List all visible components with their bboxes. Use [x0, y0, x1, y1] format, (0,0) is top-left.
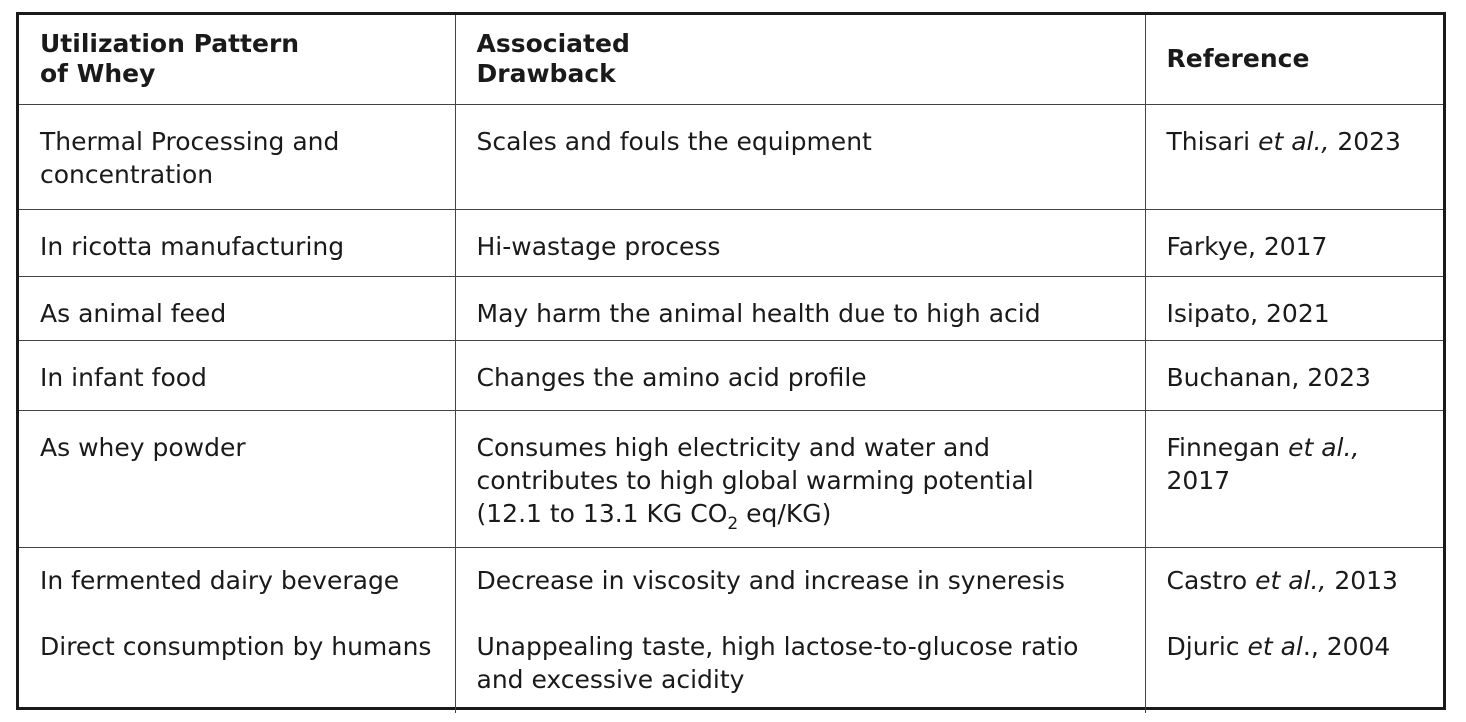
table-row: As animal feed May harm the animal healt…: [19, 275, 1443, 341]
formula-subscript: 2: [727, 513, 739, 534]
header-reference: Reference: [1144, 15, 1443, 105]
drawback-text: Scales and fouls the equipment: [476, 126, 872, 156]
formula-pre: (12.1 to 13.1 KG CO: [476, 498, 728, 528]
table-row: In ricotta manufacturing Hi-wastage proc…: [19, 208, 1443, 277]
ref-author: Castro: [1166, 565, 1248, 595]
drawback-text: May harm the animal health due to high a…: [476, 298, 1041, 328]
drawback-text: Unappealing taste, high lactose-to-gluco…: [476, 631, 1079, 694]
ref-text: Isipato, 2021: [1166, 298, 1330, 328]
table-row: As whey powder Consumes high electricity…: [19, 409, 1443, 548]
header-row: Utilization Pattern of Whey Associated D…: [19, 15, 1443, 105]
ref-etal: et al.,: [1258, 126, 1330, 156]
ref-year: 2023: [1337, 126, 1401, 156]
formula-post: eq/KG): [738, 498, 832, 528]
drawback-formula: (12.1 to 13.1 KG CO2 eq/KG): [476, 498, 832, 534]
ref-year: 2017: [1166, 465, 1231, 495]
drawback-text: Changes the amino acid profile: [476, 362, 867, 392]
cell-pattern: In infant food: [19, 339, 456, 411]
pattern-text: In infant food: [40, 362, 207, 392]
header-text-line-1: Utilization Pattern: [40, 29, 300, 58]
drawback-text: Decrease in viscosity and increase in sy…: [476, 565, 1065, 595]
header-text-line-1: Associated: [476, 29, 630, 58]
cell-drawback: Hi-wastage process: [454, 208, 1146, 277]
ref-author: Thisari: [1166, 126, 1251, 156]
cell-drawback: Decrease in viscosity and increase in sy…: [454, 546, 1146, 713]
cell-pattern: In fermented dairy beverage Direct consu…: [19, 546, 456, 713]
whey-utilization-table: Utilization Pattern of Whey Associated D…: [16, 12, 1446, 713]
cell-pattern: Thermal Processing and concentration: [19, 103, 456, 210]
pattern-text: Direct consumption by humans: [40, 631, 432, 661]
ref-author: Finnegan: [1166, 432, 1281, 462]
ref-year: ., 2004: [1302, 631, 1391, 661]
header-associated-drawback: Associated Drawback: [454, 15, 1146, 105]
cell-reference: Finnegan et al., 2017: [1144, 409, 1443, 548]
pattern-text: In fermented dairy beverage: [40, 565, 400, 595]
ref-etal: et al: [1247, 631, 1303, 661]
cell-reference: Farkye, 2017: [1144, 208, 1443, 277]
cell-reference: Isipato, 2021: [1144, 275, 1443, 341]
pattern-text: In ricotta manufacturing: [40, 231, 345, 261]
ref-year: 2013: [1334, 565, 1398, 595]
cell-reference: Buchanan, 2023: [1144, 339, 1443, 411]
drawback-line: contributes to high global warming poten…: [476, 465, 1034, 495]
cell-reference: Thisari et al., 2023: [1144, 103, 1443, 210]
drawback-text: Hi-wastage process: [476, 231, 721, 261]
cell-pattern: As animal feed: [19, 275, 456, 341]
cell-pattern: In ricotta manufacturing: [19, 208, 456, 277]
pattern-text: Thermal Processing and concentration: [40, 126, 340, 189]
ref-etal: et al.,: [1255, 565, 1327, 595]
cell-drawback: May harm the animal health due to high a…: [454, 275, 1146, 341]
pattern-text: As animal feed: [40, 298, 227, 328]
header-text: Reference: [1166, 44, 1310, 74]
ref-text: Farkye, 2017: [1166, 231, 1328, 261]
cell-pattern: As whey powder: [19, 409, 456, 548]
header-utilization-pattern: Utilization Pattern of Whey: [19, 15, 456, 105]
drawback-line: Consumes high electricity and water and: [476, 432, 991, 462]
cell-drawback: Consumes high electricity and water and …: [454, 409, 1146, 548]
header-text-line-2: of Whey: [40, 59, 156, 88]
table: Utilization Pattern of Whey Associated D…: [19, 15, 1443, 713]
cell-drawback: Scales and fouls the equipment: [454, 103, 1146, 210]
cell-drawback: Changes the amino acid profile: [454, 339, 1146, 411]
ref-etal: et al.,: [1288, 432, 1360, 462]
table-row: Thermal Processing and concentration Sca…: [19, 103, 1443, 210]
header-text-line-2: Drawback: [476, 59, 616, 88]
ref-author: Djuric: [1166, 631, 1240, 661]
ref-text: Buchanan, 2023: [1166, 362, 1371, 392]
table-row: In fermented dairy beverage Direct consu…: [19, 546, 1443, 713]
cell-reference: Castro et al., 2013 Djuric et al., 2004: [1144, 546, 1443, 713]
pattern-text: As whey powder: [40, 432, 246, 462]
table-row: In infant food Changes the amino acid pr…: [19, 339, 1443, 411]
